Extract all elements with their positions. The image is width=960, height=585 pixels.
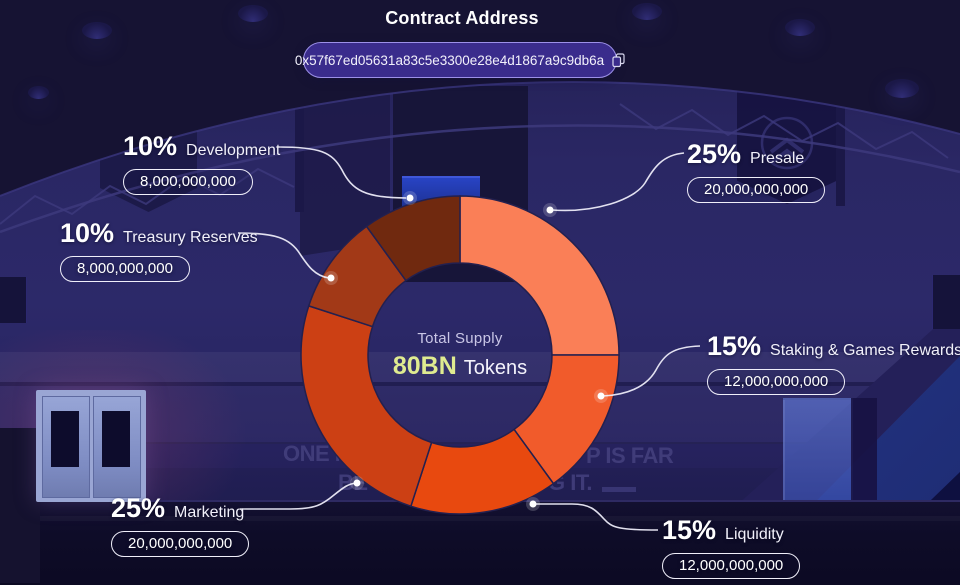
connector-dot: [353, 479, 361, 487]
wall-band-edge: [0, 382, 960, 386]
callout-liquidity: 15% Liquidity 12,000,000,000: [662, 515, 801, 579]
wall-band: [0, 386, 960, 444]
ceiling: [0, 0, 960, 196]
connector-liquidity: [533, 503, 659, 531]
amount-pill: 8,000,000,000: [123, 169, 253, 195]
speaker-box: [932, 275, 960, 329]
ceiling-lamp: [28, 86, 49, 99]
connector-dot: [546, 206, 554, 214]
percent-label: 15%: [662, 515, 717, 545]
total-supply-unit: Tokens: [463, 357, 528, 379]
contract-address-pill[interactable]: 0x57f67ed05631a83c5e3300e28e4d1867a9c9db…: [295, 42, 625, 78]
segment-label: Treasury Reserves: [123, 229, 258, 246]
amount-pill: 12,000,000,000: [662, 553, 801, 579]
callout-marketing: 25% Marketing 20,000,000,000: [111, 493, 250, 557]
callout-development: 10% Development 8,000,000,000: [123, 132, 280, 195]
page-title: Contract Address: [385, 8, 539, 28]
ceiling-lamp: [238, 5, 268, 22]
floor-corner: [0, 428, 40, 583]
total-supply-label: Total Supply: [417, 330, 503, 347]
percent-label: 10%: [60, 218, 115, 248]
segment-label: Liquidity: [725, 526, 784, 543]
callout-treasury-reserves: 10% Treasury Reserves 8,000,000,000: [60, 219, 258, 282]
total-supply-value: 80BN Tokens: [335, 352, 585, 381]
callout-presale: 25% Presale 20,000,000,000: [687, 139, 826, 203]
connector-dot: [529, 500, 537, 508]
connector-dot: [597, 392, 605, 400]
speaker-box: [0, 277, 27, 323]
wall-text-small: [602, 487, 636, 492]
total-supply-amount: 80BN: [392, 352, 457, 380]
door-window: [51, 411, 79, 467]
copy-icon[interactable]: [612, 52, 625, 68]
donut-segment-development: [365, 195, 461, 282]
segment-label: Development: [186, 142, 281, 159]
amount-pill: 20,000,000,000: [687, 177, 826, 203]
connector-presale: [551, 152, 685, 212]
truss-zigzag-right: [619, 103, 949, 159]
wall-band: [0, 352, 960, 382]
connector-development: [277, 146, 407, 199]
amount-pill: 12,000,000,000: [707, 369, 846, 395]
wall-text: P IS FAR: [586, 443, 674, 468]
ceiling-lamp: [82, 22, 112, 39]
right-door-opening: [851, 398, 877, 504]
ceiling-lamp: [785, 19, 815, 36]
segment-label: Marketing: [174, 504, 245, 521]
door-window: [102, 411, 130, 467]
ceiling-lamp: [632, 3, 662, 20]
amount-pill: 20,000,000,000: [111, 531, 250, 557]
callout-staking-games-rewards: 15% Staking & Games Rewards 12,000,000,0…: [707, 332, 960, 395]
segment-label: Presale: [750, 150, 805, 167]
percent-label: 25%: [111, 493, 166, 523]
percent-label: 25%: [687, 139, 742, 169]
connector-staking: [602, 345, 701, 397]
connector-marketing: [240, 482, 357, 510]
connector-dot: [406, 194, 414, 202]
connector-dot: [327, 274, 335, 282]
donut-segment-presale: [459, 195, 620, 356]
percent-label: 10%: [123, 131, 178, 161]
contract-address-text: 0x57f67ed05631a83c5e3300e28e4d1867a9c9db…: [294, 52, 605, 68]
amount-pill: 8,000,000,000: [60, 256, 190, 282]
connector-treasury: [237, 232, 330, 279]
door-panel: [93, 396, 141, 498]
double-doors: [36, 390, 146, 502]
ceiling-lamp: [885, 79, 919, 98]
segment-label: Staking & Games Rewards: [770, 342, 960, 359]
percent-label: 15%: [707, 331, 762, 361]
door-panel: [42, 396, 90, 498]
donut-segment-marketing: [300, 304, 433, 508]
